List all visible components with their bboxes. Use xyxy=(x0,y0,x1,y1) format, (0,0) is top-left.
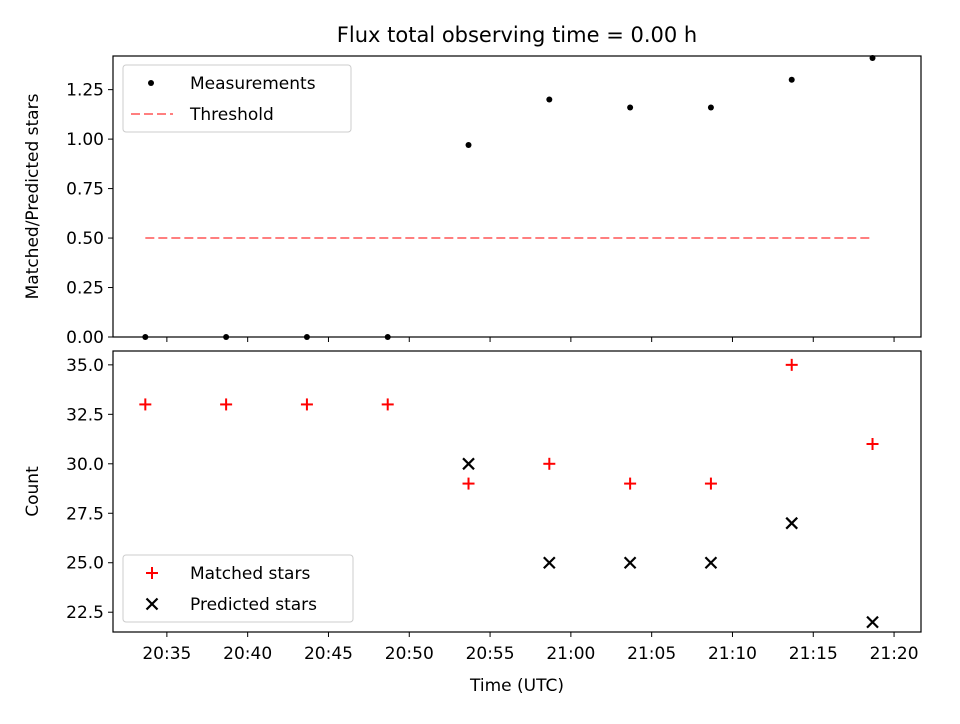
top-y-tick-label: 0.75 xyxy=(66,180,104,200)
matched-star-point xyxy=(381,398,394,411)
matched-star-point xyxy=(785,358,798,371)
x-tick-label: 20:45 xyxy=(304,644,353,664)
x-tick-label: 21:10 xyxy=(708,644,757,664)
measurement-point xyxy=(546,96,553,103)
legend-measurement-label: Measurements xyxy=(190,74,316,94)
predicted-star-point-stroke-1 xyxy=(623,556,637,570)
predicted-star-point xyxy=(543,556,556,570)
matched-star-point xyxy=(300,398,313,411)
top-y-tick-label: 0.25 xyxy=(66,279,104,299)
measurement-point xyxy=(627,104,634,111)
bottom-y-tick-label: 32.5 xyxy=(66,405,104,425)
predicted-star-point xyxy=(785,516,798,530)
bottom-y-tick-label: 35.0 xyxy=(66,356,104,376)
legend-matched-marker xyxy=(146,567,158,579)
matched-star-point xyxy=(220,398,233,411)
predicted-star-point xyxy=(704,556,718,570)
x-tick-label: 20:35 xyxy=(142,644,191,664)
bottom-legend-box xyxy=(122,554,354,623)
top-legend-box xyxy=(122,64,352,133)
x-tick-label: 20:55 xyxy=(466,644,515,664)
x-tick-label: 21:05 xyxy=(627,644,676,664)
matched-star-point xyxy=(543,457,556,470)
measurement-point xyxy=(788,76,795,83)
x-tick-label: 20:40 xyxy=(223,644,272,664)
predicted-star-point xyxy=(866,615,879,629)
legend-predicted-marker-stroke-1 xyxy=(145,597,159,611)
measurement-point xyxy=(707,104,714,111)
x-tick-label: 21:15 xyxy=(789,644,838,664)
predicted-star-point-stroke-1 xyxy=(866,615,879,629)
legend-predicted-label: Predicted stars xyxy=(190,595,317,615)
predicted-star-point xyxy=(462,457,475,471)
x-axis-label: Time (UTC) xyxy=(469,676,564,696)
top-axes-frame xyxy=(112,55,922,338)
measurement-point xyxy=(465,142,472,149)
bottom-y-axis-label: Count xyxy=(23,466,43,517)
x-tick-label: 21:00 xyxy=(546,644,595,664)
matched-star-point xyxy=(866,438,879,451)
top-y-tick-label: 0.50 xyxy=(66,229,104,249)
bottom-y-tick-label: 27.5 xyxy=(66,504,104,524)
legend-matched-label: Matched stars xyxy=(190,564,310,584)
bottom-y-tick-label: 22.5 xyxy=(66,603,104,623)
predicted-star-point-stroke-1 xyxy=(704,556,718,570)
legend-measurement-marker xyxy=(148,80,154,86)
matched-star-point xyxy=(624,477,637,490)
predicted-star-point xyxy=(623,556,637,570)
matched-star-point xyxy=(139,398,152,411)
predicted-star-point-stroke-1 xyxy=(543,556,556,570)
bottom-y-tick-label: 30.0 xyxy=(66,455,104,475)
top-y-tick-label: 1.00 xyxy=(66,130,104,150)
x-tick-label: 20:50 xyxy=(385,644,434,664)
x-tick-label: 21:20 xyxy=(870,644,919,664)
matched-star-point xyxy=(462,477,475,490)
top-y-tick-label: 0.00 xyxy=(66,328,104,348)
predicted-star-point-stroke-1 xyxy=(462,457,475,471)
matched-star-point xyxy=(704,477,717,490)
legend-threshold-label: Threshold xyxy=(189,105,274,125)
top-y-tick-label: 1.25 xyxy=(66,81,104,101)
bottom-y-tick-label: 25.0 xyxy=(66,554,104,574)
legend-predicted-marker xyxy=(145,597,159,611)
top-y-axis-label: Matched/Predicted stars xyxy=(23,93,43,299)
predicted-star-point-stroke-1 xyxy=(785,516,798,530)
chart-title: Flux total observing time = 0.00 h xyxy=(337,23,697,47)
bottom-axes-frame xyxy=(112,350,922,633)
